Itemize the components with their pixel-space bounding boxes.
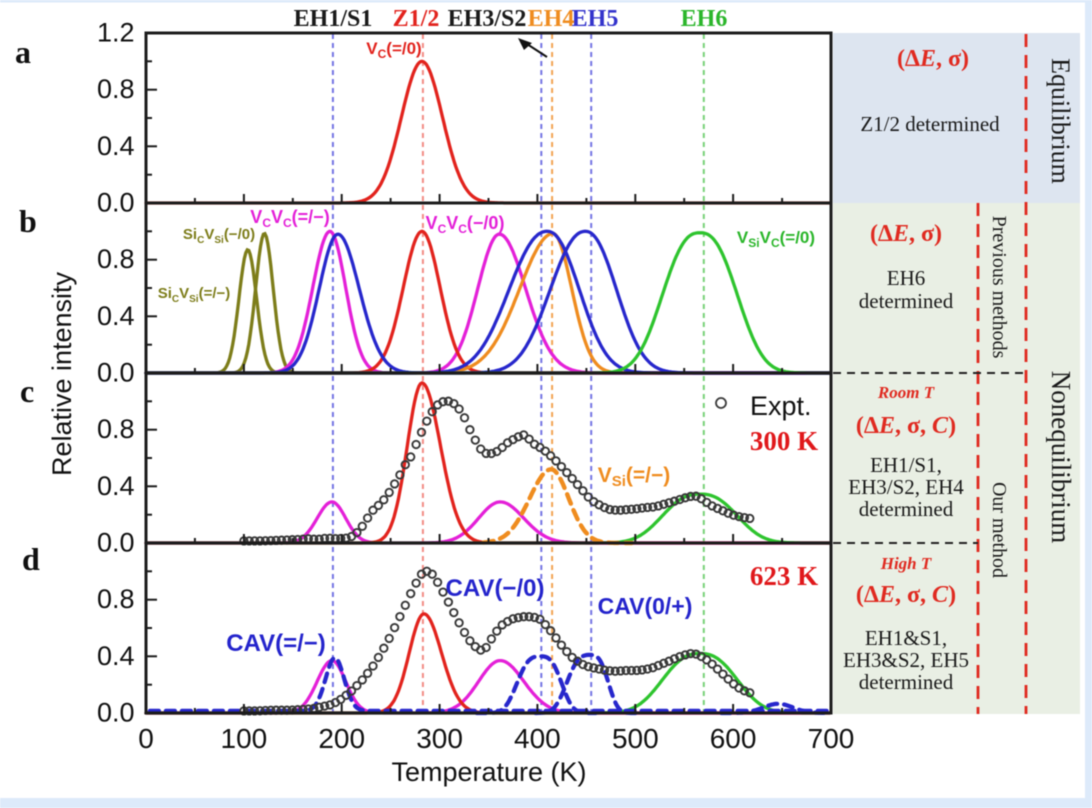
svg-text:(ΔE, σ, C): (ΔE, σ, C) [856,582,956,608]
svg-text:0.0: 0.0 [97,188,135,218]
svg-text:SiC​VSi​(−/0): SiC​VSi​(−/0) [183,226,255,246]
svg-text:d: d [22,541,40,577]
svg-text:EH3&S2, EH5: EH3&S2, EH5 [843,648,969,672]
svg-text:EH1/S1,: EH1/S1, [870,453,942,477]
svg-text:VC​VC​(−/0): VC​VC​(−/0) [426,213,505,236]
svg-text:EH3/S2: EH3/S2 [448,6,527,32]
svg-text:EH6: EH6 [681,6,728,32]
svg-text:determined: determined [859,289,954,313]
svg-text:0.8: 0.8 [97,414,135,444]
svg-text:0.8: 0.8 [97,584,135,614]
svg-text:1.2: 1.2 [97,18,135,48]
svg-text:CAV(0/+): CAV(0/+) [598,593,693,619]
svg-text:CAV(=/−): CAV(=/−) [226,630,326,657]
svg-text:CAV(−/0): CAV(−/0) [446,575,545,602]
svg-text:VC​(=/0): VC​(=/0) [366,39,421,61]
svg-text:0.4: 0.4 [97,301,135,331]
svg-text:500: 500 [612,723,659,754]
svg-text:EH5: EH5 [572,6,619,32]
svg-text:Previous methods: Previous methods [988,216,1010,359]
svg-text:600: 600 [710,723,757,754]
svg-text:0.8: 0.8 [97,244,135,274]
svg-text:100: 100 [221,723,268,754]
svg-text:Equilibrium: Equilibrium [1046,58,1075,184]
svg-text:Z1/2: Z1/2 [393,6,440,32]
svg-text:Temperature (K): Temperature (K) [391,757,586,787]
svg-text:300: 300 [416,723,463,754]
svg-text:0.4: 0.4 [97,131,135,161]
svg-text:200: 200 [318,723,365,754]
svg-text:b: b [19,203,37,239]
svg-text:Relative intensity: Relative intensity [47,271,77,476]
svg-text:(ΔE, σ): (ΔE, σ) [897,46,969,72]
svg-text:(ΔE, σ, C): (ΔE, σ, C) [856,413,956,439]
svg-text:700: 700 [808,723,855,754]
svg-text:High T: High T [880,554,932,573]
svg-text:Expt.: Expt. [750,391,812,421]
svg-text:300 K: 300 K [750,426,818,456]
svg-text:0.0: 0.0 [97,528,135,558]
svg-text:EH1&S1,: EH1&S1, [865,626,947,650]
svg-text:400: 400 [514,723,561,754]
svg-text:Our method: Our method [988,482,1010,578]
svg-text:determined: determined [859,497,954,521]
svg-text:EH1/S1: EH1/S1 [294,6,373,32]
svg-text:SiC​VSi​(=/−): SiC​VSi​(=/−) [158,285,231,305]
svg-text:0.0: 0.0 [97,358,135,388]
svg-text:EH3/S2, EH4: EH3/S2, EH4 [848,475,964,499]
svg-text:Nonequilibrium: Nonequilibrium [1046,371,1076,543]
svg-text:VSi​(=/−): VSi​(=/−) [598,464,671,490]
svg-text:VC​VC​(=/−): VC​VC​(=/−) [250,207,329,230]
svg-text:0.4: 0.4 [97,471,135,501]
svg-text:c: c [20,373,34,409]
svg-text:0.0: 0.0 [97,698,135,728]
svg-text:a: a [15,34,31,70]
svg-text:(ΔE, σ): (ΔE, σ) [870,221,942,247]
svg-text:0: 0 [138,723,154,754]
svg-text:determined: determined [859,670,954,694]
svg-text:EH6: EH6 [887,266,926,290]
svg-text:Room T: Room T [877,383,935,402]
svg-text:Z1/2 determined: Z1/2 determined [860,112,1000,136]
svg-text:EH4: EH4 [528,6,575,32]
svg-text:0.8: 0.8 [97,74,135,104]
svg-text:623 K: 623 K [750,561,818,591]
svg-text:VSi​VC​(=/0): VSi​VC​(=/0) [737,228,815,250]
svg-text:0.4: 0.4 [97,641,135,671]
